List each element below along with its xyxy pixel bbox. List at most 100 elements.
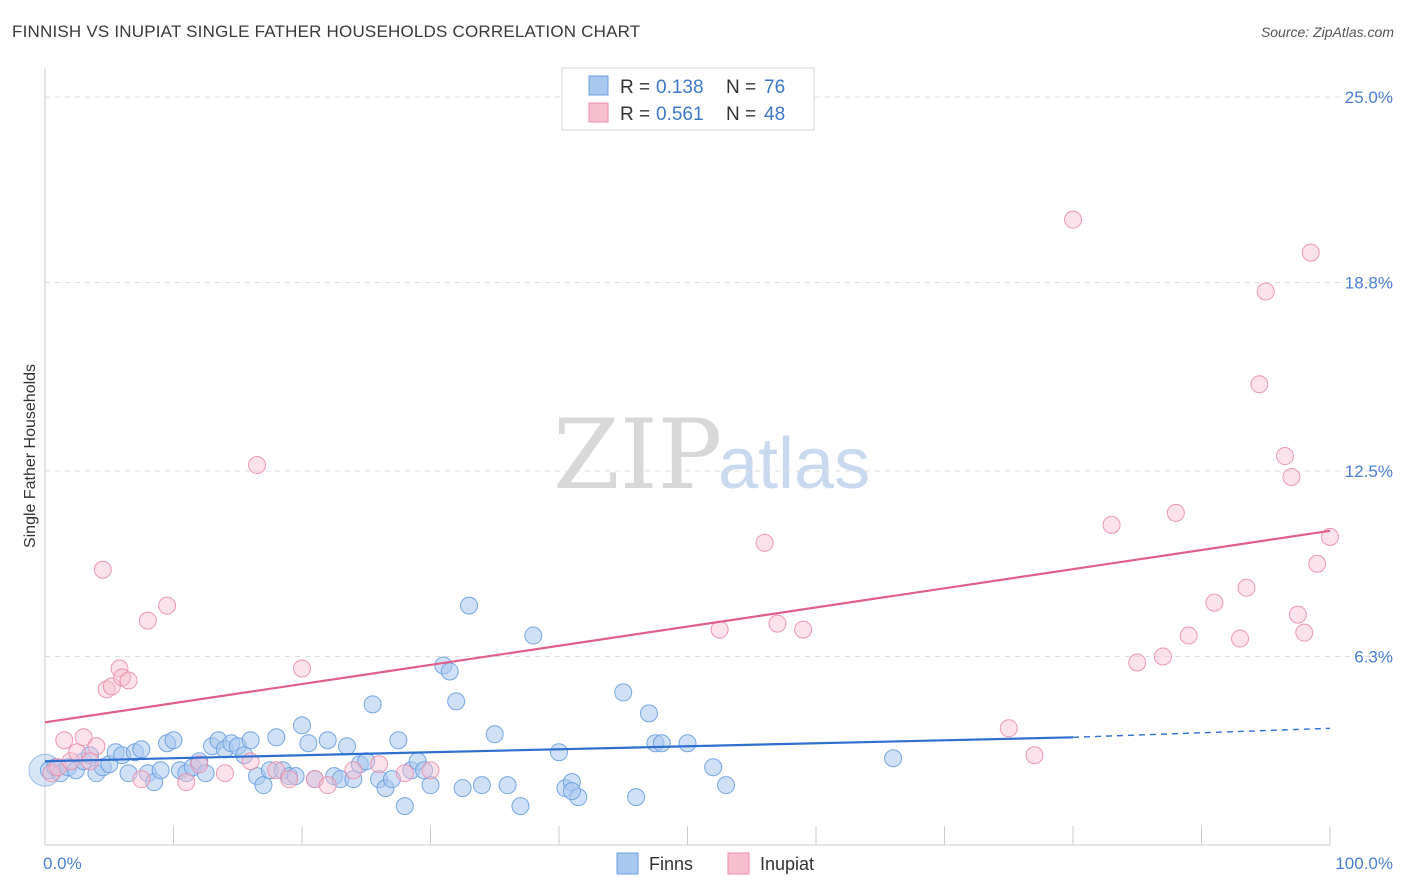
- inupiat-point: [74, 728, 93, 747]
- inupiat-point: [93, 560, 112, 579]
- inupiat-point: [1128, 653, 1147, 672]
- finns-point: [299, 734, 318, 753]
- legend-inupiat-n-value: 48: [764, 104, 785, 125]
- inupiat-point: [215, 764, 234, 783]
- finns-point: [524, 626, 543, 645]
- inupiat-point: [97, 680, 116, 699]
- trend-lines: [44, 529, 1331, 763]
- inupiat-point: [1205, 593, 1224, 612]
- inupiat-point: [318, 776, 337, 795]
- inupiat-point: [1166, 503, 1185, 522]
- y-tick-label: 6.3%: [1354, 648, 1393, 667]
- inupiat-point: [1231, 629, 1250, 648]
- inupiat-point: [768, 614, 787, 633]
- finns-point: [447, 692, 466, 711]
- inupiat-point: [132, 770, 151, 789]
- finns-point: [267, 728, 286, 747]
- inupiat-point: [1025, 746, 1044, 765]
- inupiat-point: [267, 761, 286, 780]
- finns-point: [472, 776, 491, 795]
- legend-finns-n-value: 76: [764, 77, 785, 98]
- chart-title: FINNISH VS INUPIAT SINGLE FATHER HOUSEHO…: [12, 22, 641, 41]
- legend-finns-r-label: R =: [620, 77, 650, 98]
- finns-point: [415, 761, 434, 780]
- bottom-legend-inupiat-swatch: [727, 852, 750, 875]
- finns-point: [337, 737, 356, 756]
- legend-inupiat-swatch: [588, 102, 609, 123]
- legend-finns-n-label: N =: [726, 77, 756, 98]
- inupiat-point: [1301, 243, 1320, 262]
- finns-point: [498, 776, 517, 795]
- legend-finns-r-value: 0.138: [656, 77, 704, 98]
- finns-point: [884, 749, 903, 768]
- legend-inupiat-r-label: R =: [620, 104, 650, 125]
- finns-point: [639, 704, 658, 723]
- inupiat-point: [102, 677, 121, 696]
- inupiat-point: [280, 770, 299, 789]
- inupiat-point: [1237, 578, 1256, 597]
- inupiat-point: [755, 533, 774, 552]
- y-tick-label: 12.5%: [1345, 462, 1393, 481]
- finns-point: [485, 725, 504, 744]
- finns-point: [562, 782, 581, 801]
- finns-point: [164, 731, 183, 750]
- inupiat-point: [55, 731, 74, 750]
- inupiat-point: [177, 773, 196, 792]
- tick-labels: 6.3% 12.5% 18.8% 25.0% 0.0% 100.0%: [43, 88, 1393, 873]
- source-label: Source: ZipAtlas.com: [1260, 24, 1394, 40]
- finns-point: [132, 740, 151, 759]
- finns-point: [453, 779, 472, 798]
- finns-point: [652, 734, 671, 753]
- finns-point: [678, 734, 697, 753]
- finns-point: [614, 683, 633, 702]
- series-legend: Finns Inupiat: [616, 852, 814, 875]
- finns-point: [421, 776, 440, 795]
- inupiat-point: [1282, 467, 1301, 486]
- y-tick-label: 18.8%: [1345, 274, 1393, 293]
- inupiat-point: [1064, 210, 1082, 229]
- inupiat-point: [248, 456, 267, 475]
- finns-point: [318, 731, 337, 750]
- finns-point: [196, 764, 215, 783]
- finns-point: [717, 776, 736, 795]
- finns-trend-extension: [1072, 727, 1331, 738]
- inupiat-points: [42, 210, 1339, 795]
- y-axis-label: Single Father Households: [22, 364, 39, 548]
- grid-lines: [45, 96, 1390, 658]
- inupiat-point: [1256, 282, 1275, 301]
- watermark-zip: ZIP: [553, 399, 722, 511]
- x-tick-label-start: 0.0%: [43, 854, 82, 873]
- legend-inupiat-n-label: N =: [726, 104, 756, 125]
- finns-point: [627, 788, 646, 807]
- inupiat-point: [344, 761, 363, 780]
- inupiat-point: [1308, 554, 1327, 573]
- x-tick-label-end: 100.0%: [1335, 854, 1393, 873]
- inupiat-point: [1102, 515, 1121, 534]
- finns-point: [151, 761, 170, 780]
- inupiat-point: [999, 719, 1018, 738]
- inupiat-point: [370, 755, 389, 774]
- axes: [44, 68, 1331, 846]
- legend-inupiat-r-value: 0.561: [656, 104, 704, 125]
- bottom-legend-inupiat-label: Inupiat: [760, 854, 814, 874]
- finns-trend-line: [44, 736, 1074, 763]
- inupiat-point: [395, 764, 414, 783]
- bottom-legend-finns-swatch: [616, 852, 639, 875]
- inupiat-point: [1288, 605, 1307, 624]
- stats-legend: R = 0.138 N = 76 R = 0.561 N = 48: [561, 67, 815, 131]
- finns-point: [395, 797, 414, 816]
- finns-point: [704, 758, 723, 777]
- inupiat-trend-line: [44, 529, 1331, 724]
- inupiat-point: [119, 671, 138, 690]
- finns-point: [460, 596, 479, 615]
- inupiat-point: [293, 659, 311, 678]
- finns-point: [550, 743, 568, 762]
- y-tick-label: 25.0%: [1345, 88, 1393, 107]
- inupiat-point: [794, 620, 813, 639]
- inupiat-point: [1295, 623, 1314, 642]
- finns-point: [241, 731, 260, 750]
- finns-point: [254, 776, 273, 795]
- finns-point: [293, 716, 311, 735]
- finns-point: [389, 731, 408, 750]
